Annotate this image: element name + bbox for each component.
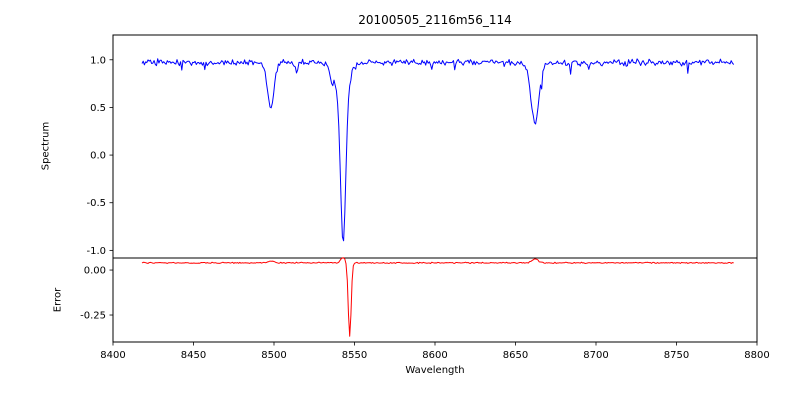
x-tick-label: 8550 [342, 350, 367, 361]
error-y-tick-label: -0.25 [80, 311, 106, 322]
x-tick-label: 8450 [181, 350, 206, 361]
spectrum-y-tick-label: -1.0 [86, 246, 106, 257]
x-axis-label: Wavelength [405, 365, 465, 376]
chart-title: 20100505_2116m56_114 [358, 13, 512, 27]
x-tick-label: 8400 [100, 350, 125, 361]
spectrum-y-tick-label: 1.0 [90, 55, 106, 66]
x-tick-label: 8700 [583, 350, 608, 361]
spectrum-panel-border [112, 34, 758, 259]
spectrum-y-tick-label: 0.0 [90, 151, 106, 162]
spectrum-y-tick-label: 0.5 [90, 103, 106, 114]
x-tick-label: 8650 [503, 350, 528, 361]
spectrum-y-tick-label: -0.5 [86, 198, 106, 209]
error-y-tick-label: 0.00 [84, 266, 106, 277]
x-tick-label: 8750 [664, 350, 689, 361]
error-panel-border [112, 257, 758, 343]
x-tick-label: 8500 [261, 350, 286, 361]
x-tick-label: 8600 [422, 350, 447, 361]
error-line [141, 257, 734, 337]
x-tick-label: 8800 [744, 350, 769, 361]
spectrum-line [141, 58, 735, 242]
